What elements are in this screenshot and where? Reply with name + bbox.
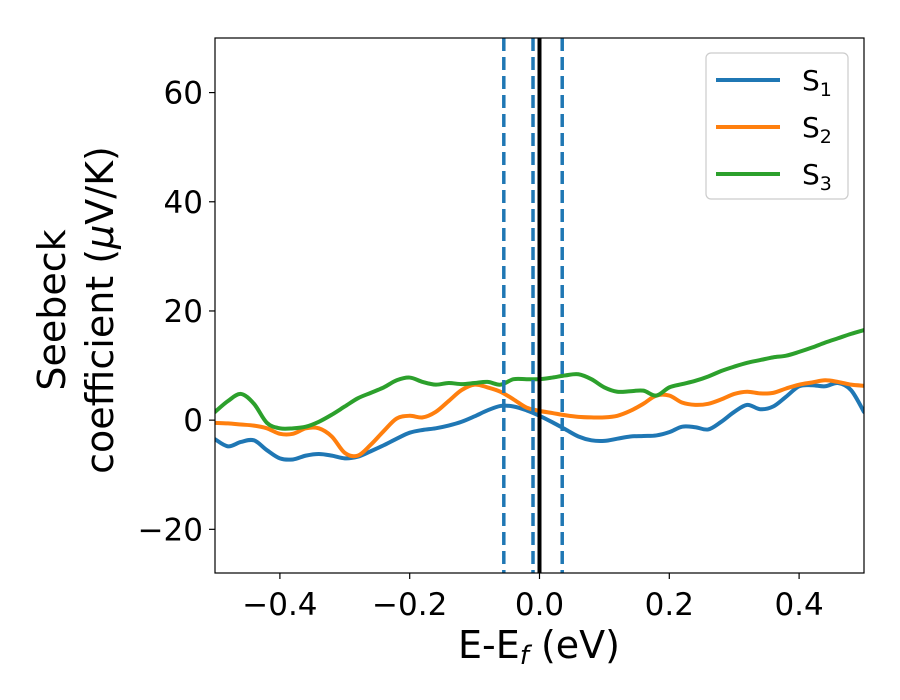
y-tick-label: 0 [183, 403, 203, 439]
x-axis-label: E-Ef (eV) [458, 623, 620, 671]
reference-lines [502, 38, 564, 573]
x-tick-label: 0.0 [515, 587, 564, 623]
y-axis-ticks: −20 0 20 40 60 [138, 76, 215, 548]
y-axis-label: Seebeck coefficient (μV/K) [30, 146, 122, 474]
x-tick-label: −0.2 [372, 587, 447, 623]
x-tick-label: 0.2 [645, 587, 694, 623]
y-tick-label: 20 [164, 294, 203, 330]
x-tick-label: −0.4 [242, 587, 317, 623]
y-tick-label: −20 [138, 512, 203, 548]
legend-label-s2: S2 [802, 111, 832, 148]
x-tick-label: 0.4 [774, 587, 823, 623]
legend-label-s1: S1 [802, 64, 832, 101]
y-tick-label: 40 [164, 185, 203, 221]
x-axis-ticks: −0.4 −0.2 0.0 0.2 0.4 [242, 573, 824, 623]
y-axis-label-line1: Seebeck [30, 229, 74, 390]
y-tick-label: 60 [164, 76, 203, 112]
legend-label-s3: S3 [802, 158, 832, 195]
y-axis-label-line2: coefficient (μV/K) [78, 146, 122, 474]
legend: S1 S2 S3 [705, 52, 849, 200]
